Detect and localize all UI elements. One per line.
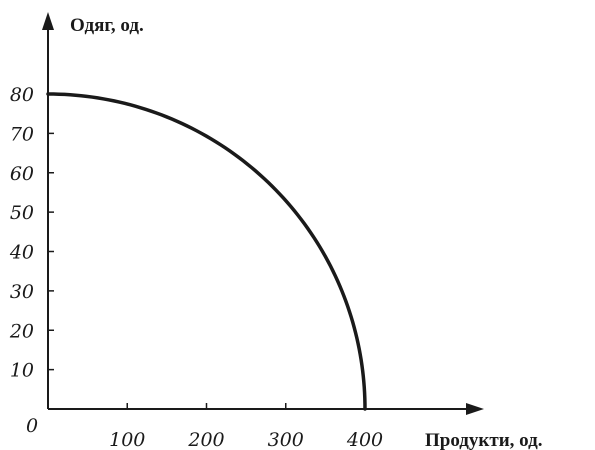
y-tick-label: 80 (10, 84, 34, 106)
y-tick-label: 20 (9, 320, 34, 342)
x-ticks: 100 200 300 400 (109, 403, 383, 450)
y-axis-title: Одяг, од. (70, 15, 144, 36)
y-tick-label: 40 (9, 242, 34, 264)
x-tick-label: 300 (268, 429, 304, 450)
x-axis-arrow-icon (466, 403, 484, 415)
origin-label: 0 (26, 415, 38, 437)
y-tick-label: 30 (10, 281, 34, 303)
y-axis-arrow-icon (42, 12, 54, 30)
x-tick-label: 400 (346, 429, 383, 450)
ppf-curve (46, 92, 367, 411)
y-tick-label: 60 (10, 163, 34, 185)
y-tick-label: 10 (10, 360, 34, 382)
x-tick-label: 100 (109, 429, 145, 450)
y-tick-label: 50 (10, 202, 34, 224)
y-tick-label: 70 (10, 123, 34, 145)
x-axis-title: Продукти, од. (425, 430, 542, 450)
x-tick-label: 200 (187, 429, 224, 450)
y-ticks: 10 20 30 40 50 60 70 80 (9, 84, 54, 382)
